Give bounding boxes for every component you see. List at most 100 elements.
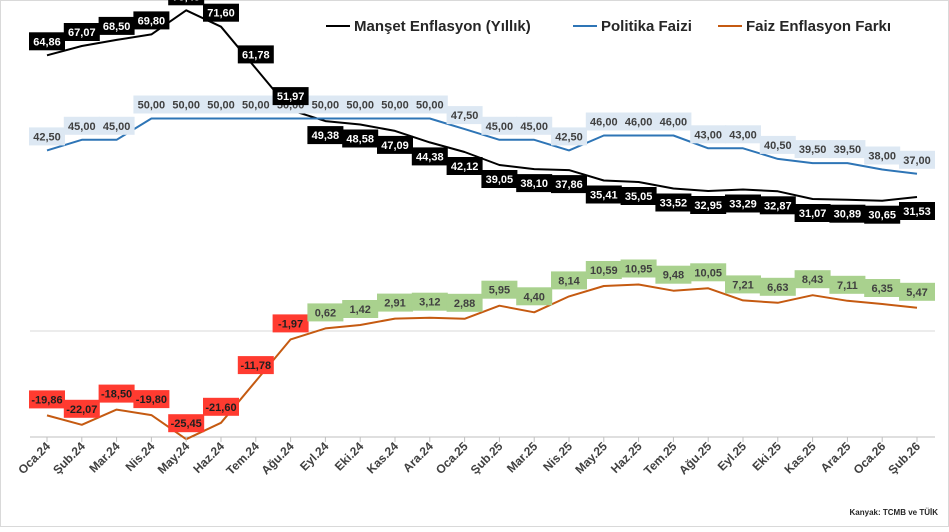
data-label-headline-inflation: 31,07 (794, 204, 831, 222)
data-label-box (272, 87, 309, 106)
data-label-policy-rate: 46,00 (585, 112, 622, 131)
data-label-headline-inflation: 44,38 (411, 147, 448, 166)
data-label-box (168, 414, 205, 433)
data-label-text: 43,00 (694, 129, 722, 141)
data-label-rate-inflation-gap: -11,78 (237, 356, 274, 375)
data-label-text: 35,41 (590, 190, 618, 202)
legend-label-policy-rate: Politika Faizi (601, 18, 692, 35)
data-label-text: -1,97 (278, 318, 303, 330)
data-label-box (377, 293, 413, 312)
data-label-headline-inflation: 68,50 (98, 16, 135, 35)
data-label-text: 75,45 (172, 0, 200, 3)
data-label-rate-inflation-gap: 3,12 (411, 292, 448, 311)
data-label-box (759, 277, 796, 296)
data-label-box (63, 116, 100, 135)
data-label-box (725, 275, 761, 294)
data-label-box (690, 125, 727, 144)
data-label-box (307, 303, 344, 322)
data-label-text: -18,50 (101, 389, 132, 401)
legend-item-policy-rate[interactable]: Politika Faizi (573, 18, 692, 35)
legend-item-rate-inflation-gap[interactable]: Faiz Enflasyon Farkı (718, 18, 891, 35)
data-label-text: 47,09 (381, 140, 409, 152)
data-label-policy-rate: 50,00 (203, 95, 239, 114)
data-label-headline-inflation: 30,65 (864, 205, 901, 224)
data-label-headline-inflation: 67,07 (63, 23, 100, 41)
data-label-headline-inflation: 71,60 (203, 3, 239, 22)
data-label-text: 48,58 (346, 134, 374, 146)
data-label-text: 44,38 (416, 151, 444, 163)
data-label-box (342, 95, 379, 114)
data-label-headline-inflation: 47,09 (377, 135, 413, 154)
data-label-policy-rate: 39,50 (829, 140, 866, 159)
source-note: Kanyak: TCMB ve TÜİK (850, 508, 939, 517)
data-label-rate-inflation-gap: 7,21 (725, 275, 761, 294)
data-label-text: 46,00 (660, 117, 688, 129)
data-label-box (864, 279, 901, 297)
data-label-text: 33,29 (729, 199, 757, 211)
data-label-policy-rate: 40,50 (759, 135, 796, 154)
data-label-box (307, 126, 344, 145)
data-label-policy-rate: 42,50 (29, 127, 65, 146)
data-label-box (551, 127, 587, 146)
data-label-text: 38,00 (868, 151, 896, 163)
data-label-headline-inflation: 32,87 (759, 196, 796, 215)
data-label-policy-rate: 46,00 (620, 112, 657, 131)
data-label-policy-rate: 37,00 (899, 150, 935, 169)
data-label-box (620, 112, 657, 131)
data-label-rate-inflation-gap: 5,47 (899, 282, 935, 301)
data-label-box (411, 95, 448, 114)
data-label-box (655, 193, 692, 212)
data-label-policy-rate: 50,00 (411, 95, 448, 114)
data-label-box (655, 112, 692, 131)
data-label-text: 6,35 (871, 283, 892, 295)
data-label-text: 6,63 (767, 282, 788, 294)
data-label-box (29, 32, 65, 51)
data-label-headline-inflation: 32,95 (690, 196, 727, 214)
data-label-text: -19,80 (136, 394, 167, 406)
data-label-headline-inflation: 38,10 (516, 174, 553, 193)
data-label-box (899, 282, 935, 301)
data-label-box (620, 187, 657, 205)
data-label-rate-inflation-gap: 5,95 (481, 280, 518, 299)
data-label-rate-inflation-gap: 2,88 (446, 293, 483, 312)
data-label-text: 50,00 (242, 100, 270, 112)
data-label-box (481, 170, 518, 188)
data-label-text: 7,11 (837, 280, 858, 292)
data-label-box (829, 140, 866, 159)
data-label-text: 39,50 (799, 144, 827, 156)
data-label-text: 32,95 (694, 200, 722, 212)
data-label-text: 49,38 (312, 130, 340, 142)
data-label-box (446, 157, 483, 175)
data-label-box (63, 23, 100, 41)
data-label-headline-inflation: 33,52 (655, 193, 692, 212)
data-label-policy-rate: 50,00 (342, 95, 379, 114)
data-label-rate-inflation-gap: 10,05 (690, 263, 727, 282)
data-label-box (342, 129, 379, 148)
data-label-rate-inflation-gap: -19,80 (133, 390, 170, 409)
data-label-policy-rate: 45,00 (481, 116, 518, 135)
data-label-box (342, 300, 379, 318)
data-label-text: 4,40 (523, 291, 544, 303)
data-label-headline-inflation: 30,89 (829, 204, 866, 223)
data-label-rate-inflation-gap: 2,91 (377, 293, 413, 312)
data-label-box (377, 135, 413, 154)
data-label-box (377, 95, 413, 114)
data-label-box (98, 116, 135, 135)
data-label-text: 8,14 (558, 275, 580, 287)
legend-item-headline-inflation[interactable]: Manşet Enflasyon (Yıllık) (326, 18, 531, 35)
data-label-text: -19,86 (31, 394, 62, 406)
data-label-headline-inflation: 64,86 (29, 32, 65, 51)
data-label-policy-rate: 39,50 (794, 140, 831, 159)
data-label-text: 46,00 (625, 117, 653, 129)
data-label-text: -25,45 (171, 418, 202, 430)
data-label-text: 61,78 (242, 49, 270, 61)
data-label-text: 7,21 (732, 279, 753, 291)
data-label-headline-inflation: 33,29 (725, 194, 761, 213)
data-label-box (864, 146, 901, 165)
legend: Manşet Enflasyon (Yıllık) Politika Faizi… (326, 18, 891, 35)
data-label-text: 50,00 (172, 100, 200, 112)
data-label-box (481, 116, 518, 135)
legend-label-rate-inflation-gap: Faiz Enflasyon Farkı (746, 18, 891, 35)
